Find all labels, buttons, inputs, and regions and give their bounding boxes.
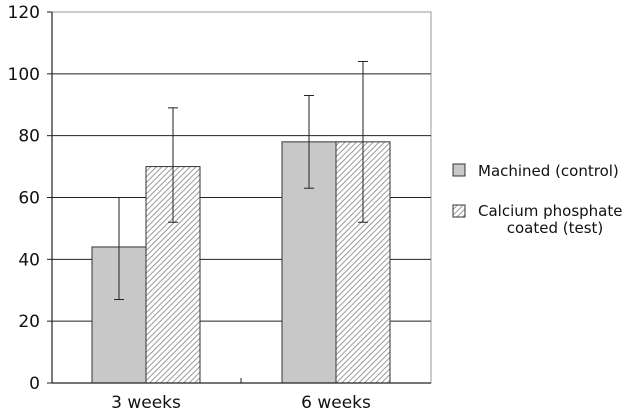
x-tick-label-6-weeks: 6 weeks (301, 393, 371, 413)
y-axis-ticks (47, 11, 52, 384)
y-tick-label-40: 40 (18, 250, 40, 270)
legend-swatch-machined (452, 163, 466, 177)
legend: Machined (control) Calcium phosphate coa… (452, 162, 623, 237)
legend-label-machined: Machined (control) (478, 162, 619, 180)
y-tick-label-20: 20 (18, 312, 40, 332)
legend-item-machined: Machined (control) (452, 162, 619, 180)
error-bars (114, 60, 368, 301)
y-tick-label-120: 120 (8, 3, 40, 23)
legend-item-calcium-phosphate: Calcium phosphate coated (test) (452, 202, 623, 237)
legend-label-calcium-phosphate-line1: Calcium phosphate (478, 202, 623, 220)
legend-swatch-calcium-phosphate (452, 204, 466, 218)
legend-label-calcium-phosphate-line2: coated (test) (507, 219, 604, 237)
x-tick-label-3-weeks: 3 weeks (111, 393, 181, 413)
y-tick-label-60: 60 (18, 189, 40, 209)
y-tick-label-80: 80 (18, 127, 40, 147)
y-axis-tick-labels: 0 20 40 60 80 100 120 (8, 3, 40, 394)
y-tick-label-0: 0 (29, 374, 40, 394)
y-tick-label-100: 100 (8, 65, 40, 85)
x-axis-labels: 3 weeks 6 weeks (111, 393, 371, 413)
plot-area (47, 11, 432, 384)
